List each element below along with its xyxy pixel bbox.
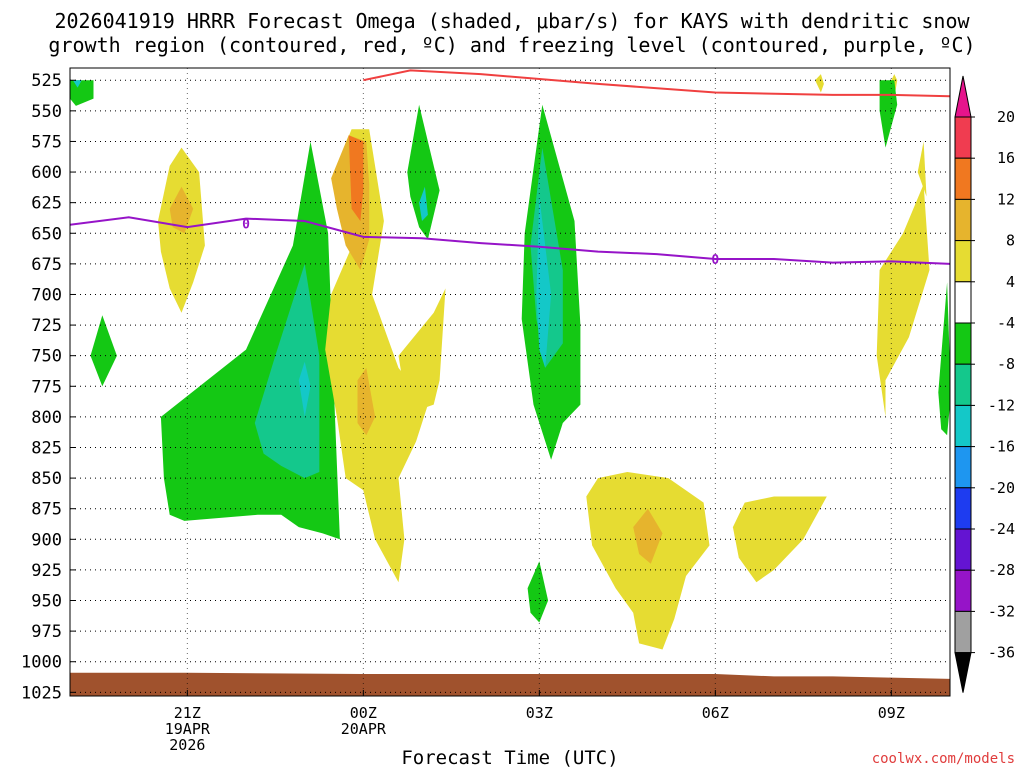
y-tick-label-875: 875 bbox=[31, 500, 62, 520]
y-tick-label-825: 825 bbox=[31, 438, 62, 458]
grid-lines bbox=[70, 68, 950, 696]
y-tick-label-525: 525 bbox=[31, 71, 62, 91]
colorbar: 20 16 12 8 4 -4 -8 -12 -16 -20 -24 -28 -32 -36 bbox=[954, 75, 1015, 693]
colorbar-label-1: 16 bbox=[997, 149, 1015, 167]
colorbar-label-0: 20 bbox=[997, 108, 1015, 126]
colorbar-bottom-arrow bbox=[954, 652, 972, 693]
colorbar-label-10: -24 bbox=[988, 520, 1015, 538]
colorbar-label-9: -20 bbox=[988, 479, 1015, 497]
omega-region-11 bbox=[348, 135, 364, 221]
omega-region-0 bbox=[70, 80, 94, 106]
y-tick-label-900: 900 bbox=[31, 530, 62, 550]
credit-text: coolwx.com/models bbox=[872, 751, 1015, 767]
y-tick-label-550: 550 bbox=[31, 102, 62, 122]
freezing-level-line bbox=[70, 216, 950, 265]
colorbar-swatch-9 bbox=[954, 487, 972, 530]
x-tick-label-6-0: 03Z bbox=[526, 704, 553, 722]
y-tick-label-650: 650 bbox=[31, 224, 62, 244]
colorbar-top-arrow bbox=[954, 75, 972, 118]
freezing-level-label-1: 0 bbox=[711, 253, 719, 268]
contour-lines: 00 bbox=[70, 69, 950, 268]
omega-region-1 bbox=[72, 80, 82, 88]
colorbar-swatch-8 bbox=[954, 446, 972, 489]
colorbar-label-12: -32 bbox=[988, 602, 1015, 620]
y-tick-label-625: 625 bbox=[31, 194, 62, 214]
colorbar-swatch-2 bbox=[954, 198, 972, 242]
dgz-contour-line bbox=[363, 69, 950, 98]
omega-region-14 bbox=[419, 186, 428, 221]
x-tick-label-12-0: 09Z bbox=[878, 704, 905, 722]
x-tick-label-0-2: 2026 bbox=[169, 736, 205, 754]
colorbar-swatch-3 bbox=[954, 240, 972, 283]
colorbar-swatch-10 bbox=[954, 528, 972, 571]
omega-region-2 bbox=[90, 315, 117, 387]
y-tick-label-575: 575 bbox=[31, 132, 62, 152]
omega-region-23 bbox=[917, 141, 927, 197]
omega-shaded-regions bbox=[70, 74, 950, 696]
plot-frame bbox=[69, 67, 951, 697]
chart-title-line2: growth region (contoured, red, ºC) and f… bbox=[48, 33, 975, 57]
omega-region-25 bbox=[879, 80, 898, 148]
omega-region-21 bbox=[732, 496, 827, 583]
colorbar-swatch-4 bbox=[954, 281, 972, 324]
y-tick-label-1025: 1025 bbox=[21, 683, 62, 703]
colorbar-swatch-12 bbox=[954, 610, 972, 654]
colorbar-label-6: -8 bbox=[997, 355, 1015, 373]
omega-region-20 bbox=[633, 508, 663, 564]
omega-region-4 bbox=[254, 263, 320, 479]
omega-region-28 bbox=[815, 74, 824, 93]
terrain-surface bbox=[70, 672, 950, 696]
colorbar-label-5: -4 bbox=[997, 314, 1015, 332]
colorbar-label-8: -16 bbox=[988, 438, 1015, 456]
y-tick-label-850: 850 bbox=[31, 469, 62, 489]
y-tick-label-600: 600 bbox=[31, 163, 62, 183]
y-tick-label-775: 775 bbox=[31, 377, 62, 397]
colorbar-swatch-5 bbox=[954, 322, 972, 365]
omega-region-13 bbox=[407, 104, 440, 240]
x-tick-label-3-1: 20APR bbox=[341, 720, 387, 738]
y-tick-label-675: 675 bbox=[31, 255, 62, 275]
y-tick-label-950: 950 bbox=[31, 592, 62, 612]
y-tick-label-925: 925 bbox=[31, 561, 62, 581]
colorbar-swatch-1 bbox=[954, 157, 972, 200]
colorbar-label-7: -12 bbox=[988, 396, 1015, 414]
colorbar-swatch-7 bbox=[954, 404, 972, 448]
omega-region-12 bbox=[357, 367, 376, 436]
colorbar-label-2: 12 bbox=[997, 190, 1015, 208]
y-tick-label-750: 750 bbox=[31, 347, 62, 367]
x-tick-label-9-0: 06Z bbox=[702, 704, 729, 722]
omega-region-9 bbox=[398, 288, 446, 411]
y-tick-label-1000: 1000 bbox=[21, 653, 62, 673]
x-tick-label-0-0: 21Z bbox=[174, 704, 201, 722]
omega-region-22 bbox=[876, 184, 930, 417]
x-axis-label: Forecast Time (UTC) bbox=[401, 747, 618, 768]
omega-region-5 bbox=[298, 361, 311, 417]
y-tick-label-725: 725 bbox=[31, 316, 62, 336]
x-tick-label-0-1: 19APR bbox=[165, 720, 211, 738]
omega-region-18 bbox=[527, 561, 549, 623]
omega-region-8 bbox=[325, 129, 428, 583]
colorbar-label-13: -36 bbox=[988, 644, 1015, 662]
colorbar-label-4: 4 bbox=[1006, 273, 1015, 291]
x-axis: 21Z19APR202600Z20APR03Z06Z09Z12Z bbox=[165, 690, 905, 754]
colorbar-swatch-0 bbox=[954, 116, 972, 159]
colorbar-label-11: -28 bbox=[988, 561, 1015, 579]
colorbar-swatch-11 bbox=[954, 569, 972, 612]
colorbar-swatch-6 bbox=[954, 363, 972, 406]
y-tick-label-975: 975 bbox=[31, 622, 62, 642]
colorbar-label-3: 8 bbox=[1006, 232, 1015, 250]
chart-title-line1: 2026041919 HRRR Forecast Omega (shaded, … bbox=[54, 9, 970, 33]
y-tick-label-800: 800 bbox=[31, 408, 62, 428]
y-axis: 525 550 575 600 625 650 675 700 725 750 775 800 825 8… bbox=[21, 71, 76, 703]
omega-region-26 bbox=[938, 282, 950, 436]
y-tick-label-700: 700 bbox=[31, 285, 62, 305]
x-tick-label-3-0: 00Z bbox=[350, 704, 377, 722]
freezing-level-label-0: 0 bbox=[242, 218, 250, 233]
